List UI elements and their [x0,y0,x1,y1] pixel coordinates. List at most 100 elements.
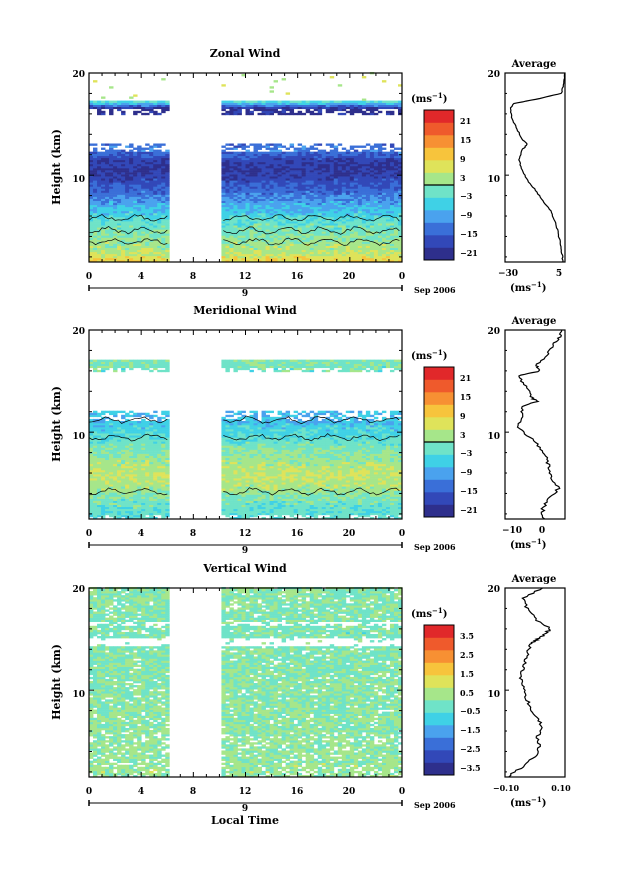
heatmap-cell [237,109,241,111]
heatmap-cell [117,180,121,182]
heatmap-cell [141,154,145,156]
heatmap-cell [109,231,113,233]
heatmap-cell [282,105,286,107]
colorbar-tick: −15 [460,229,478,239]
heatmap-cell [318,150,322,152]
heatmap-cell [153,237,157,239]
heatmap-cell [149,227,153,229]
heatmap-cell [306,150,310,152]
heatmap-cell [133,427,137,429]
heatmap-cell [137,460,141,462]
heatmap-cell [153,201,157,203]
heatmap-cell [342,186,346,188]
heatmap-cell [382,107,386,109]
heatmap-cell [254,195,258,197]
heatmap-cell [346,184,350,186]
heatmap-cell [394,258,398,260]
heatmap-cell [254,215,258,217]
heatmap-cell [101,425,105,427]
heatmap-cell [250,107,254,109]
heatmap-cell [306,227,310,229]
heatmap-cell [338,235,342,237]
heatmap-cell [334,101,338,103]
heatmap-cell [374,113,378,115]
heatmap-cell [330,184,334,186]
heatmap-cell [153,209,157,211]
heatmap-cell [358,164,362,166]
heatmap-cell [350,233,354,235]
heatmap-cell [113,503,117,505]
heatmap-cell [117,366,121,368]
heatmap-cell [350,258,354,260]
heatmap-cell [394,193,398,195]
heatmap-cell [350,146,354,148]
heatmap-cell [97,223,101,225]
heatmap-cell [310,172,314,174]
heatmap-cell [390,237,394,239]
heatmap-cell [254,201,258,203]
heatmap-cell [117,464,121,466]
heatmap-cell [294,105,298,107]
heatmap-cell [153,233,157,235]
heatmap-cell [370,166,374,168]
heatmap-cell [129,252,133,254]
heatmap-cell [374,172,378,174]
heatmap-cell [89,460,93,462]
heatmap-cell [117,511,121,513]
heatmap-cell [141,507,145,509]
colorbar-swatch [424,185,454,198]
heatmap-cell [109,458,113,460]
heatmap-cell [145,193,149,195]
heatmap-cell [390,107,394,109]
heatmap-cell [121,443,125,445]
heatmap-cell [278,233,282,235]
heatmap-cell [382,184,386,186]
heatmap-cell [109,201,113,203]
heatmap-cell [129,433,133,435]
heatmap-cell [390,103,394,105]
heatmap-cell [101,107,105,109]
heatmap-cell [225,103,229,105]
heatmap-cell [290,160,294,162]
heatmap-cell [290,233,294,235]
heatmap-cell [386,223,390,225]
heatmap-cell [125,152,129,154]
heatmap-cell [370,176,374,178]
heatmap-cell [129,472,133,474]
heatmap-cell [229,256,233,258]
heatmap-cell [338,113,342,115]
heatmap-cell [133,429,137,431]
heatmap-cell [314,248,318,250]
colorbar-swatch [424,198,454,211]
heatmap-cell [101,207,105,209]
heatmap-cell [270,156,274,158]
heatmap-cell [237,190,241,192]
heatmap-cell [97,429,101,431]
heatmap-cell [374,199,378,201]
heatmap-cell [133,450,137,452]
heatmap-cell [89,497,93,499]
heatmap-cell [262,242,266,244]
heatmap-cell [221,248,225,250]
heatmap-cell [362,174,366,176]
heatmap-cell [382,254,386,256]
heatmap-cell [322,156,326,158]
heatmap-cell [141,499,145,501]
heatmap-cell [278,195,282,197]
heatmap-cell [374,164,378,166]
heatmap-cell [350,203,354,205]
heatmap-cell [117,476,121,478]
heatmap-cell [145,439,149,441]
heatmap-cell [262,109,266,111]
heatmap-cell [282,146,286,148]
heatmap-cell [105,164,109,166]
heatmap-cell [125,415,129,417]
heatmap-cell [318,152,322,154]
heatmap-cell [145,213,149,215]
heatmap-cell [278,215,282,217]
heatmap-cell [89,172,93,174]
heatmap-cell [378,237,382,239]
heatmap-cell [145,209,149,211]
heatmap-cell [141,494,145,496]
heatmap-cell [161,219,165,221]
